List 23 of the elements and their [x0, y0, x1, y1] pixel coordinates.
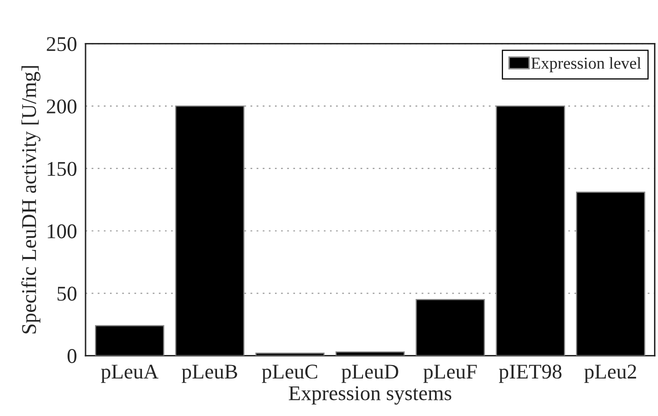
y-tick-label: 100: [48, 224, 76, 238]
bar: [416, 298, 485, 356]
y-tick-label: 200: [46, 99, 76, 114]
x-tick-label: pIET98: [498, 364, 562, 383]
y-tick-label: 150: [48, 162, 76, 176]
y-axis-title: Specific LeuDH activity [U/mg]: [21, 66, 40, 334]
bar: [496, 106, 566, 356]
x-tick-label: pLeuD: [342, 364, 398, 383]
x-tick-label: pLeu2: [584, 364, 636, 383]
bar: [95, 325, 164, 356]
bar: [175, 106, 244, 356]
x-axis-title: Expression systems: [288, 386, 452, 405]
bar: [255, 352, 325, 356]
legend-label: Expression level: [531, 57, 642, 72]
x-tick-label: pLeuB: [182, 364, 238, 383]
x-tick-label: pLeuF: [423, 364, 477, 383]
bar: [576, 192, 646, 356]
bar: [336, 351, 405, 356]
y-tick-label: 50: [58, 286, 76, 301]
x-tick-label: pLeuA: [101, 364, 158, 383]
x-tick-label: pLeuC: [262, 364, 318, 383]
y-tick-label: 250: [46, 37, 76, 52]
y-tick-label: 0: [68, 349, 76, 364]
